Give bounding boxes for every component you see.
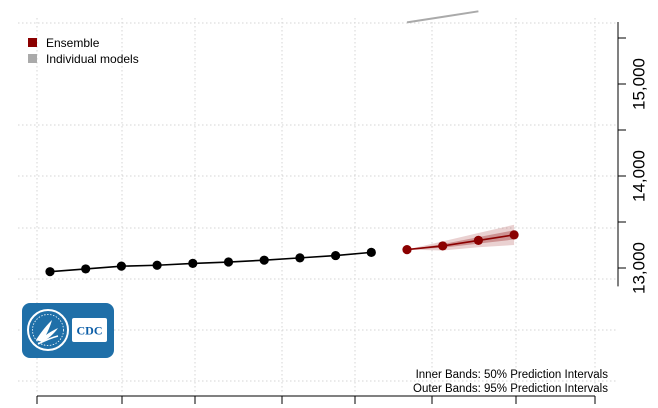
point-ensemble <box>402 245 412 255</box>
y-tick-label: 13,000 <box>629 242 648 294</box>
y-axis: 13,000 14,000 15,000 <box>617 22 648 294</box>
legend: Ensemble Individual models <box>28 36 139 66</box>
grid <box>18 18 618 392</box>
cdc-badge <box>72 318 107 342</box>
band-95-ensemble <box>407 224 515 251</box>
point-observed <box>116 261 126 271</box>
point-observed <box>295 253 305 263</box>
band-50-ensemble <box>407 230 515 250</box>
x-axis-ticks <box>36 395 596 404</box>
annotation-inner-bands: Inner Bands: 50% Prediction Intervals <box>416 369 609 381</box>
point-ensemble <box>438 241 448 251</box>
point-observed <box>366 247 376 257</box>
y-tick-label: 14,000 <box>629 150 648 202</box>
point-observed <box>45 267 55 277</box>
point-observed <box>223 257 234 267</box>
cdc-logo: CDC <box>22 303 114 358</box>
cdc-label: CDC <box>77 324 103 338</box>
legend-label-ensemble: Ensemble <box>46 36 100 50</box>
legend-swatch-ensemble <box>28 38 37 47</box>
point-observed <box>259 255 269 265</box>
series-lines <box>49 10 515 273</box>
line-ensemble <box>406 234 515 251</box>
series-points <box>45 230 519 277</box>
legend-swatch-individual-models <box>28 54 37 63</box>
point-observed <box>331 250 341 261</box>
point-observed <box>152 260 162 270</box>
point-ensemble <box>473 235 483 245</box>
point-observed <box>188 258 198 268</box>
hhs-eagle-icon <box>27 309 69 351</box>
point-observed <box>81 264 91 274</box>
legend-label-individual-models: Individual models <box>46 52 139 66</box>
y-tick-label: 15,000 <box>629 58 648 110</box>
line-observed <box>49 251 372 273</box>
point-ensemble <box>509 230 519 240</box>
line-individual-models <box>406 10 479 24</box>
annotation-outer-bands: Outer Bands: 95% Prediction Intervals <box>413 383 608 395</box>
prediction-bands <box>407 224 515 251</box>
